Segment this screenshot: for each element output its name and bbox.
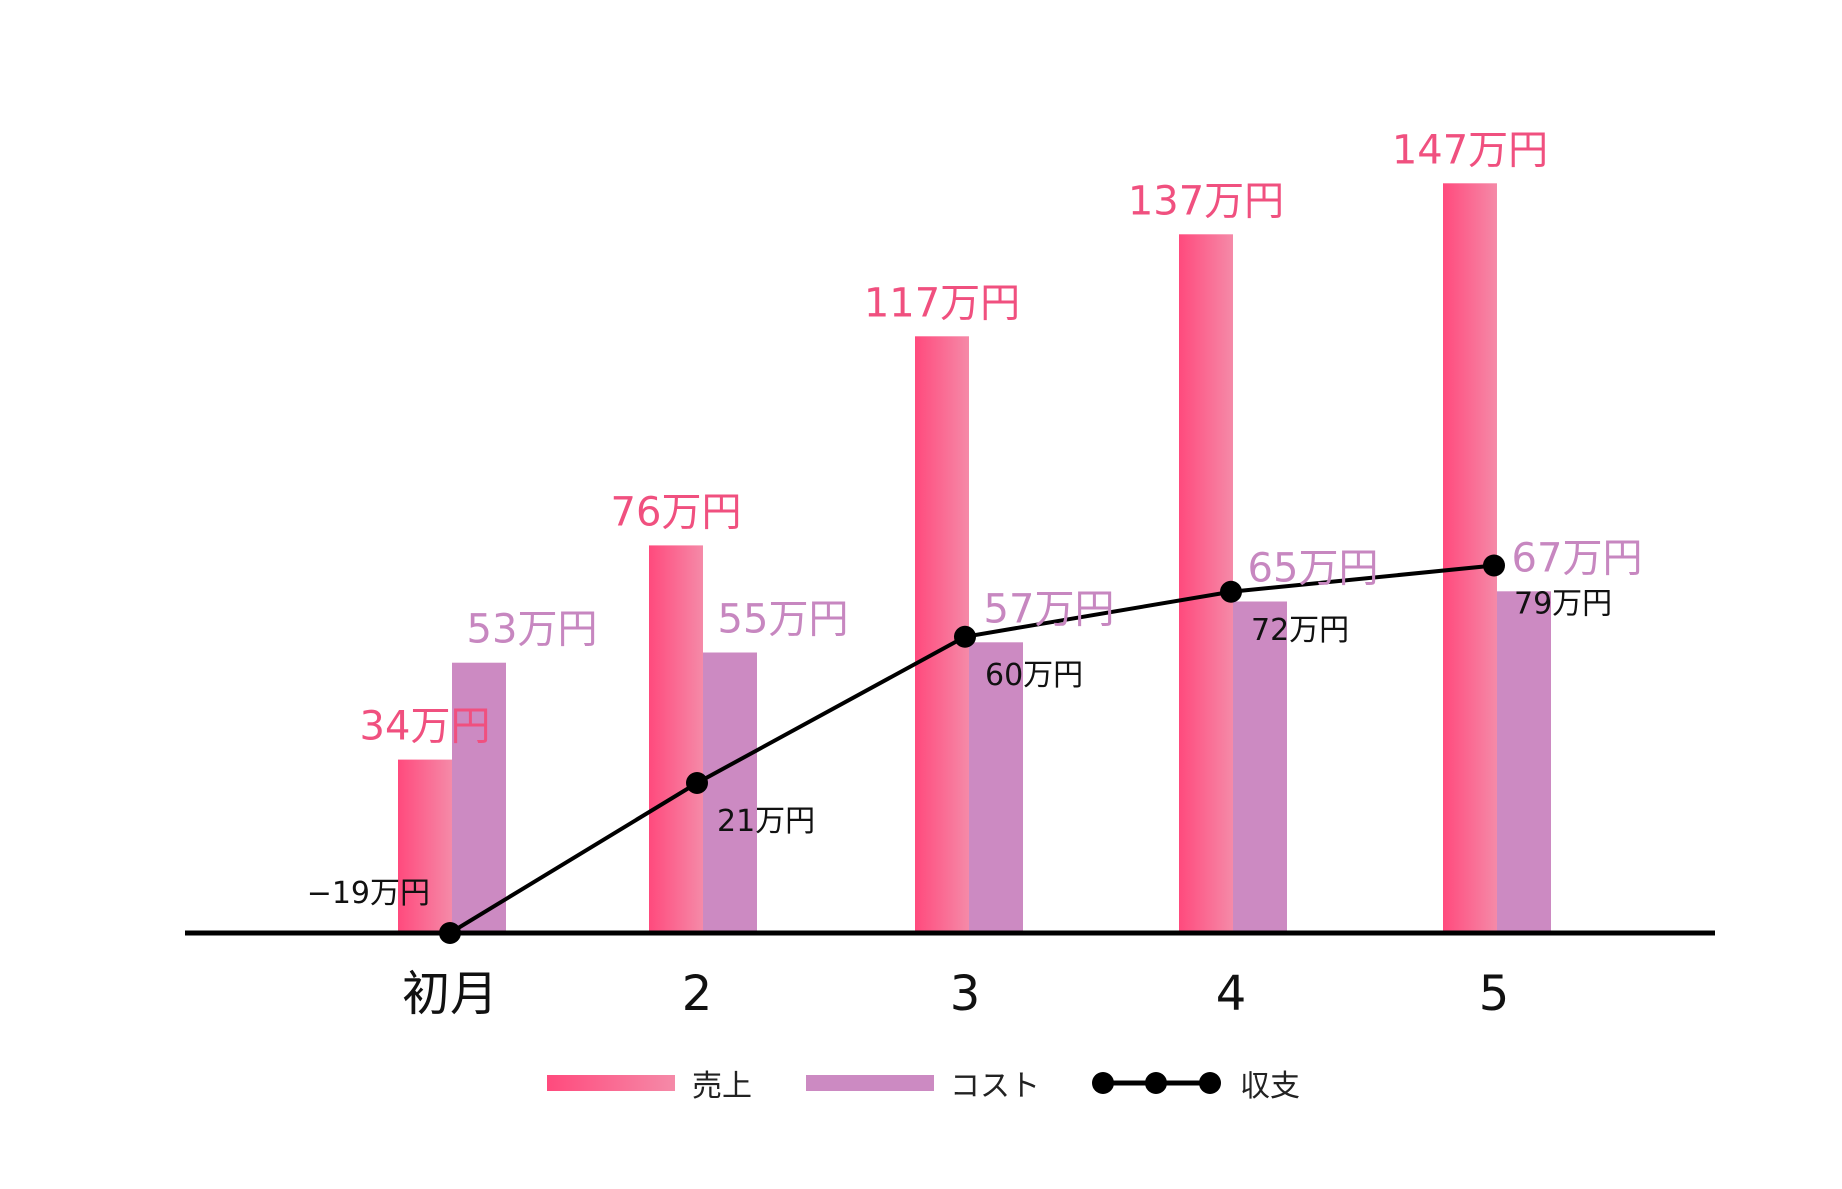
x-tick-label: 3 <box>950 966 981 1022</box>
cost-value-label: 53万円 <box>467 607 598 653</box>
sales-bar <box>398 759 452 933</box>
sales-value-label: 34万円 <box>360 704 491 750</box>
net-value-label: 60万円 <box>985 658 1083 693</box>
net-value-label: 72万円 <box>1251 613 1349 648</box>
x-tick-label: 5 <box>1479 966 1510 1022</box>
cost-bar <box>969 642 1023 933</box>
legend: 売上 コスト 収支 <box>547 1069 1300 1104</box>
legend-swatch-sales <box>547 1075 675 1091</box>
net-value-label: 21万円 <box>717 804 815 839</box>
net-value-label: 79万円 <box>1514 587 1612 622</box>
net-line-layer <box>439 554 1505 944</box>
cost-bar <box>1497 591 1551 933</box>
net-point <box>439 922 461 944</box>
cost-bar <box>452 662 506 933</box>
legend-marker-net <box>1145 1072 1167 1094</box>
sales-value-label: 147万円 <box>1392 127 1548 173</box>
legend-marker-net <box>1199 1072 1221 1094</box>
cost-value-label: 65万円 <box>1248 546 1379 592</box>
net-point <box>686 772 708 794</box>
labels-layer: 34万円 53万円 76万円 55万円 117万円 57万円 137万円 65万円 147万円 6… <box>307 127 1643 911</box>
x-tick-label: 初月 <box>402 966 498 1022</box>
sales-bar <box>649 545 703 933</box>
x-tick-label: 2 <box>682 966 713 1022</box>
net-value-label: −19万円 <box>307 876 430 911</box>
net-point <box>1483 554 1505 577</box>
legend-label-cost: コスト <box>950 1069 1040 1104</box>
legend-label-sales: 売上 <box>692 1069 752 1104</box>
x-tick-label: 4 <box>1216 966 1247 1022</box>
net-point <box>1220 580 1242 603</box>
sales-value-label: 76万円 <box>611 489 742 535</box>
cost-value-label: 55万円 <box>718 597 849 643</box>
cost-value-label: 67万円 <box>1512 535 1643 581</box>
legend-swatch-cost <box>806 1075 934 1091</box>
cost-value-label: 57万円 <box>984 586 1115 632</box>
cost-bar <box>1233 601 1287 933</box>
legend-marker-net <box>1092 1072 1114 1094</box>
sales-value-label: 137万円 <box>1128 178 1284 224</box>
legend-label-net: 収支 <box>1240 1069 1300 1104</box>
x-tick-layer: 初月 2 3 4 5 <box>402 966 1509 1022</box>
bars-layer <box>398 183 1551 934</box>
cost-bar <box>703 652 757 933</box>
net-point <box>954 625 976 648</box>
sales-value-label: 117万円 <box>864 280 1020 326</box>
